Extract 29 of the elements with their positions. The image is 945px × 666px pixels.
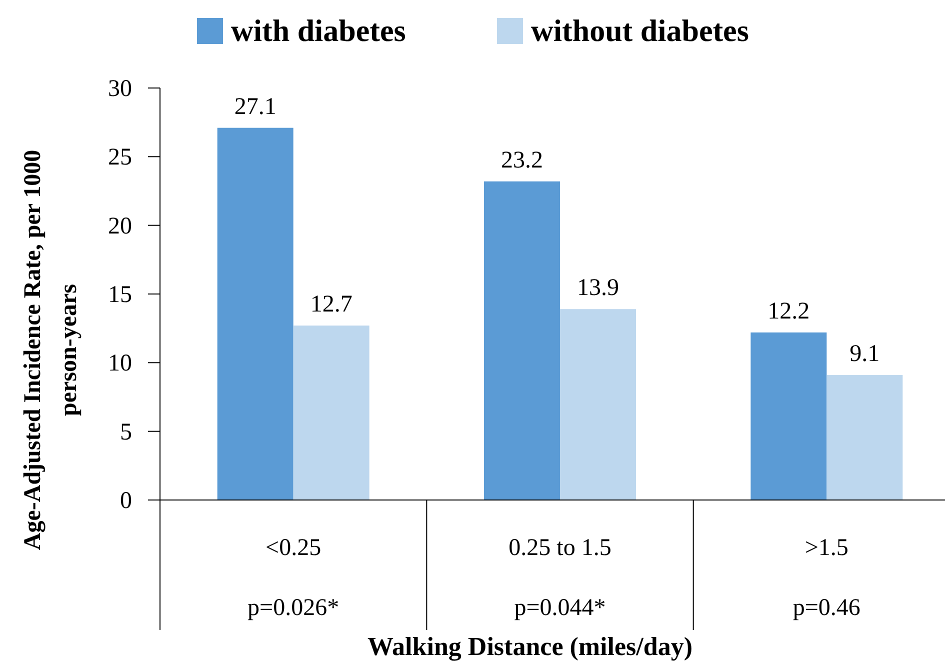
bar — [826, 375, 903, 500]
x-tick-label: >1.5 — [804, 535, 848, 561]
data-label: 13.9 — [577, 275, 619, 302]
y-tick-label: 25 — [108, 144, 132, 171]
text: p=0.026* — [248, 595, 340, 621]
bar — [217, 128, 294, 500]
y-tick-label: 30 — [108, 76, 132, 102]
y-tick-label: 0 — [120, 488, 132, 514]
y-tick-label: 10 — [108, 350, 132, 377]
x-tick-label: <0.25 — [266, 535, 322, 561]
y-tick-label: 20 — [108, 213, 132, 240]
text: p=0.46 — [792, 595, 860, 621]
bar — [560, 309, 636, 500]
text: p=0.044* — [514, 595, 606, 621]
data-label: 27.1 — [234, 94, 276, 120]
x-tick-label: 0.25 to 1.5 — [508, 535, 612, 561]
bar — [750, 332, 827, 500]
bar — [293, 326, 370, 500]
data-label: 23.2 — [501, 147, 543, 174]
legend-label: with diabetes — [231, 13, 406, 48]
x-axis-title: Walking Distance (miles/day) — [367, 632, 693, 661]
data-label: 12.2 — [768, 298, 810, 324]
data-label: 9.1 — [850, 341, 880, 368]
bar — [484, 181, 560, 500]
legend-label: without diabetes — [531, 13, 749, 48]
data-label: 12.7 — [310, 292, 352, 318]
y-tick-label: 15 — [108, 282, 132, 308]
y-axis-title: Age-Adjusted Incidence Rate, per 1000 person-years — [20, 150, 82, 550]
y-tick-label: 5 — [120, 419, 132, 446]
